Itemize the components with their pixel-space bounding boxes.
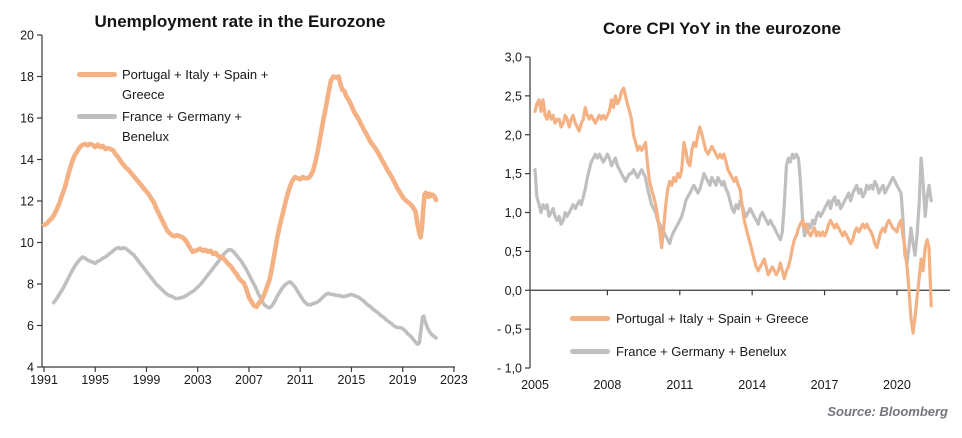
y-tick-label: 0,0 <box>505 284 522 298</box>
legend-label-fgb: France + Germany + Benelux <box>122 109 242 144</box>
y-tick-label: 8 <box>27 278 34 292</box>
legend-entry-pigs: Portugal + Italy + Spain + Greece <box>570 311 809 327</box>
x-tick-label: 1995 <box>81 373 109 387</box>
y-tick-label: 10 <box>20 236 34 250</box>
x-tick-label: 2011 <box>287 373 314 387</box>
y-tick-label: 20 <box>20 29 34 43</box>
core-cpi-legend: Portugal + Italy + Spain + Greece France… <box>570 311 809 360</box>
x-tick-label: 2020 <box>883 378 911 392</box>
series-line-france-germany-benelux <box>533 152 933 265</box>
unemployment-legend: Portugal + Italy + Spain + Greece France… <box>77 65 300 147</box>
y-tick-label: 2,0 <box>505 128 522 142</box>
legend-label-fgb: France + Germany + Benelux <box>616 344 787 359</box>
y-tick-label: 2,5 <box>505 89 522 103</box>
x-tick-label: 2011 <box>666 378 693 392</box>
y-tick-label: 14 <box>20 153 34 167</box>
unemployment-chart: Unemployment rate in the Eurozone 4 6 8 10 1… <box>0 0 480 438</box>
fgb-line-swatch-icon <box>77 114 117 119</box>
y-tick-label: 1,5 <box>505 167 522 181</box>
pigs-line-swatch-icon <box>77 72 117 77</box>
x-tick-label: 2003 <box>184 373 212 387</box>
source-credit: Source: Bloomberg <box>827 404 948 419</box>
legend-entry-fgb: France + Germany + Benelux <box>77 107 300 147</box>
y-tick-label: 6 <box>27 319 34 333</box>
core-cpi-plot: 3,0 2,5 2,0 1,5 1,0 0,5 0,0 - 0,5 - 1,0 2005 2008 2… <box>497 51 950 392</box>
x-tick-label: 1999 <box>133 373 161 387</box>
unemployment-chart-title: Unemployment rate in the Eurozone <box>94 12 386 31</box>
y-tick-label: 12 <box>20 195 34 209</box>
y-tick-label: 4 <box>27 361 34 375</box>
legend-label-pigs: Portugal + Italy + Spain + Greece <box>616 311 809 326</box>
x-tick-label: 2007 <box>235 373 263 387</box>
y-tick-label: 1,0 <box>505 206 522 220</box>
y-tick-label: 0,5 <box>505 245 522 259</box>
x-tick-label: 2008 <box>593 378 621 392</box>
fgb-line-swatch-icon <box>570 349 610 354</box>
y-tick-label: 16 <box>20 112 34 126</box>
y-tick-label: 18 <box>20 70 34 84</box>
unemployment-plot: 4 6 8 10 12 14 16 18 20 1991 1995 1999 2003 2007 2011 2… <box>20 29 468 388</box>
y-tick-label: - 0,5 <box>497 323 522 337</box>
x-tick-label: 2014 <box>738 378 766 392</box>
x-tick-label: 2005 <box>521 378 549 392</box>
series-line-france-germany-benelux <box>51 245 438 347</box>
series-line-portugal-italy-spain-greece <box>533 86 933 335</box>
x-tick-label: 2023 <box>440 373 468 387</box>
legend-entry-pigs: Portugal + Italy + Spain + Greece <box>77 65 300 105</box>
x-tick-label: 2019 <box>389 373 417 387</box>
series-line-portugal-italy-spain-greece <box>41 74 439 310</box>
legend-entry-fgb: France + Germany + Benelux <box>570 344 809 360</box>
x-tick-label: 1991 <box>30 373 58 387</box>
core-cpi-chart: Core CPI YoY in the eurozone 3,0 2,5 2,0 1,… <box>482 0 962 438</box>
x-tick-label: 2015 <box>338 373 366 387</box>
y-tick-label: 3,0 <box>505 51 522 65</box>
core-cpi-chart-title: Core CPI YoY in the eurozone <box>602 19 842 38</box>
pigs-line-swatch-icon <box>570 316 610 321</box>
y-tick-label: - 1,0 <box>497 362 522 376</box>
legend-label-pigs: Portugal + Italy + Spain + Greece <box>122 67 269 102</box>
x-tick-label: 2017 <box>811 378 839 392</box>
